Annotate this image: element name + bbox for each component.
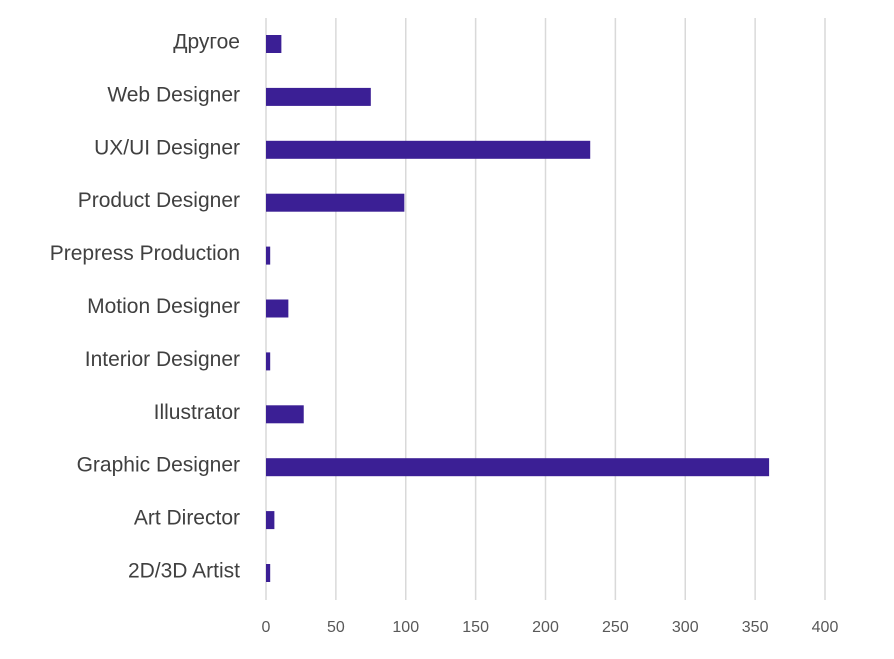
category-labels: 2D/3D Artist Art Director Graphic Designer… <box>50 31 240 583</box>
bar-другое <box>266 35 282 53</box>
x-tick-label-350: 350 <box>742 619 769 636</box>
bar-graphic-designer <box>266 458 770 477</box>
category-label-illustrator: Illustrator <box>154 401 240 424</box>
grid-layer <box>265 18 826 600</box>
bar-interior-designer <box>266 352 271 371</box>
category-label-art-director: Art Director <box>134 507 240 530</box>
bar-product-designer <box>266 193 405 212</box>
x-tick-label-50: 50 <box>327 619 345 636</box>
category-label-2d-3d-artist: 2D/3D Artist <box>128 560 240 583</box>
bar-prepress-production <box>266 246 271 265</box>
category-label-prepress-production: Prepress Production <box>50 242 240 265</box>
category-label-motion-designer: Motion Designer <box>87 295 240 318</box>
x-tick-label-100: 100 <box>392 619 419 636</box>
category-label-product-designer: Product Designer <box>78 189 240 212</box>
x-tick-label-400: 400 <box>812 619 839 636</box>
x-tick-label-150: 150 <box>462 619 489 636</box>
x-axis-tick-labels: 0 50 100 150 200 250 300 350 400 <box>262 619 839 636</box>
category-label-web-designer: Web Designer <box>107 83 240 106</box>
bar-web-designer <box>266 87 371 106</box>
category-label-graphic-designer: Graphic Designer <box>77 454 240 477</box>
x-tick-label-200: 200 <box>532 619 559 636</box>
x-tick-label-0: 0 <box>262 619 271 636</box>
category-label-interior-designer: Interior Designer <box>85 348 240 371</box>
category-label-другое: Другое <box>173 31 240 54</box>
bar-2d-3d-artist <box>266 564 271 582</box>
bar-art-director <box>266 511 275 530</box>
x-tick-label-300: 300 <box>672 619 699 636</box>
bar-ux-ui-designer <box>266 140 591 159</box>
bar-layer <box>266 35 770 582</box>
category-label-ux-ui-designer: UX/UI Designer <box>94 136 240 159</box>
bar-motion-designer <box>266 299 289 318</box>
x-tick-label-250: 250 <box>602 619 629 636</box>
bar-illustrator <box>266 405 304 424</box>
